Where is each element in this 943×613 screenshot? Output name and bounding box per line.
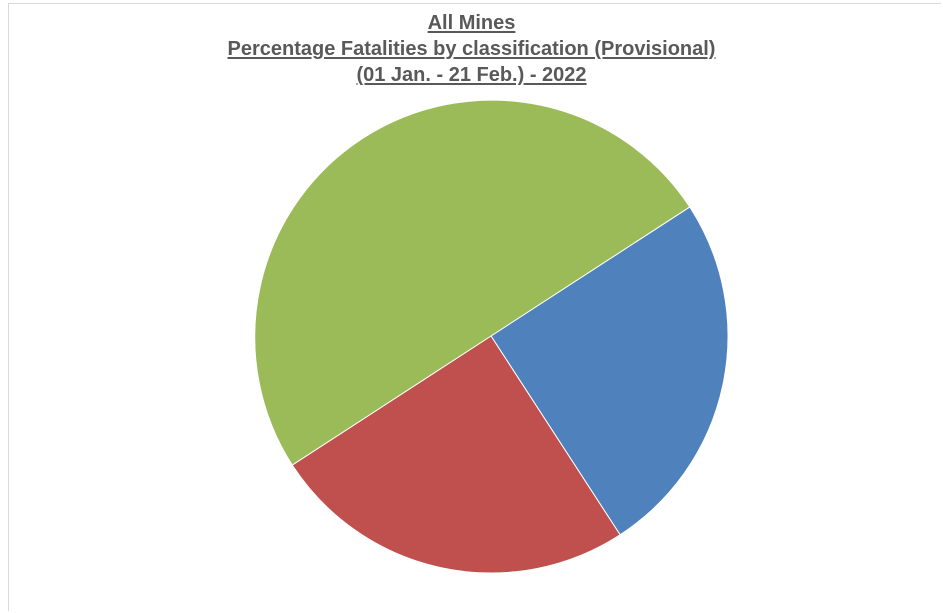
chart-title-line-2: Percentage Fatalities by classification … [227, 38, 716, 60]
pie-slice-2 [291, 335, 621, 574]
chart-title: All Mines Percentage Fatalities by class… [0, 10, 943, 88]
pie-slices [254, 99, 729, 574]
chart-title-line-1: All Mines [427, 12, 516, 34]
chart-title-line-3: (01 Jan. - 21 Feb.) - 2022 [356, 64, 587, 86]
pie-slice-1 [490, 206, 729, 536]
pie-slice-3 [254, 99, 691, 466]
